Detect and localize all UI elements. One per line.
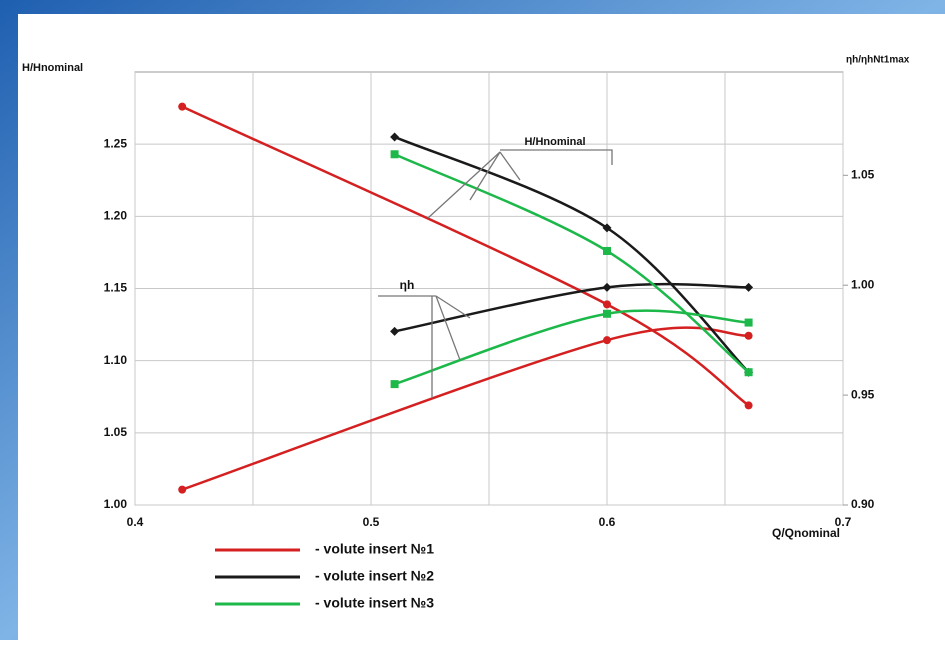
y-tick-label: 1.10: [104, 353, 128, 367]
annotation: H/Hnominal: [524, 136, 585, 148]
y-tick-label: 1.15: [104, 281, 128, 295]
panel: [18, 14, 945, 640]
page: 0.40.50.60.71.001.051.101.151.201.250.90…: [0, 0, 945, 640]
y-tick-label: 1.00: [104, 497, 128, 511]
data-point: [178, 103, 186, 111]
data-point: [745, 401, 753, 409]
y2-tick-label: 0.95: [851, 387, 875, 401]
x-tick-label: 0.5: [363, 515, 380, 529]
x-tick-label: 0.4: [127, 515, 144, 529]
y-tick-label: 1.25: [104, 136, 128, 150]
y2-tick-label: 0.90: [851, 497, 875, 511]
data-point: [745, 332, 753, 340]
legend-label: - volute insert №2: [315, 568, 434, 584]
y-axis-label: H/Hnominal: [22, 62, 83, 74]
data-point: [603, 300, 611, 308]
chart: 0.40.50.60.71.001.051.101.151.201.250.90…: [0, 0, 945, 640]
data-point: [391, 380, 399, 388]
data-point: [603, 310, 611, 318]
data-point: [603, 336, 611, 344]
y2-tick-label: 1.00: [851, 277, 875, 291]
y-tick-label: 1.05: [104, 425, 128, 439]
data-point: [178, 486, 186, 494]
data-point: [391, 150, 399, 158]
y2-axis-label: ηh/ηhNt1max: [846, 55, 910, 66]
data-point: [745, 319, 753, 327]
legend-label: - volute insert №1: [315, 541, 434, 557]
y2-tick-label: 1.05: [851, 167, 875, 181]
data-point: [745, 368, 753, 376]
annotation: ηh: [400, 278, 415, 292]
x-tick-label: 0.6: [599, 515, 616, 529]
y-tick-label: 1.20: [104, 209, 128, 223]
x-axis-label: Q/Qnominal: [772, 526, 840, 540]
data-point: [603, 247, 611, 255]
legend-label: - volute insert №3: [315, 595, 434, 611]
